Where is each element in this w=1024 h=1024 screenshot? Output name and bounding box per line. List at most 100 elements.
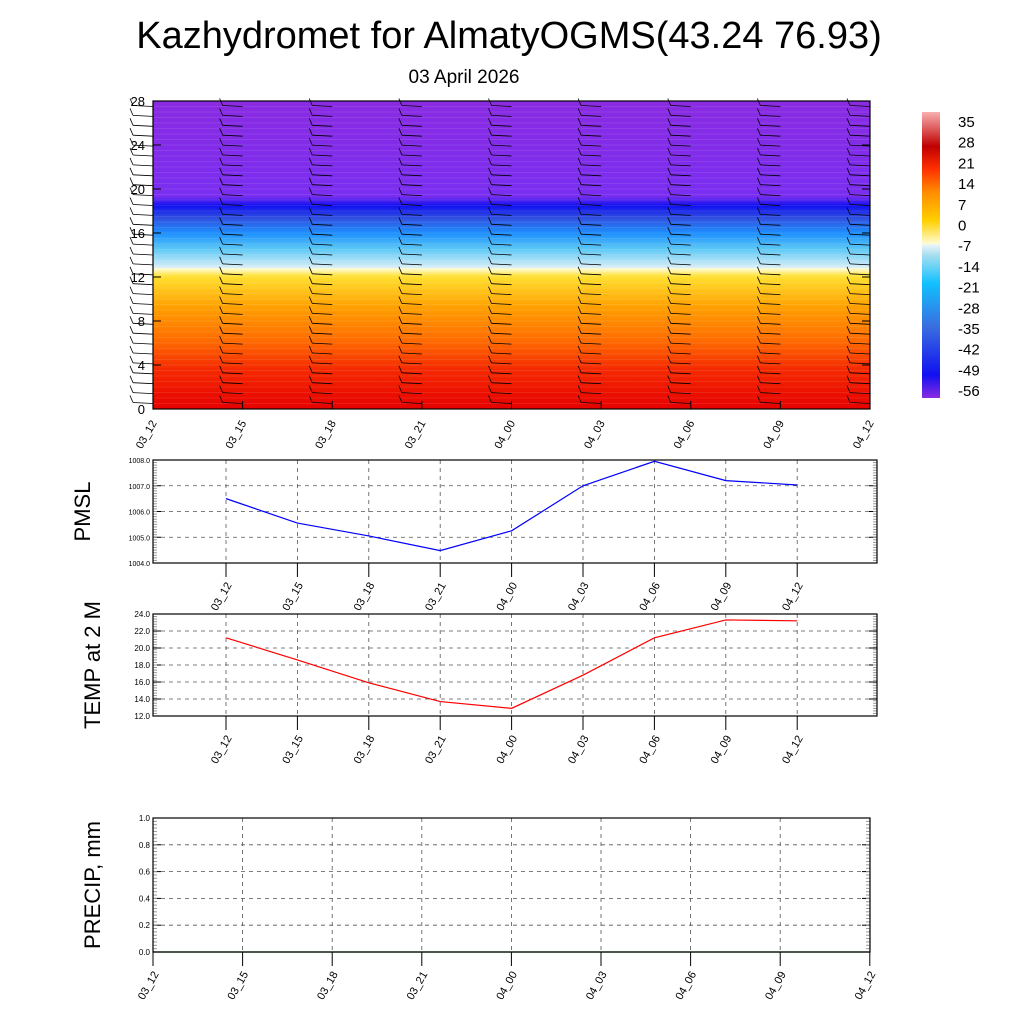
wind-barb-flag — [488, 276, 492, 284]
plot-frame — [152, 817, 871, 953]
y-tick-label: 12 — [131, 270, 145, 285]
wind-barb-flag — [398, 157, 403, 166]
wind-barb — [401, 283, 422, 286]
wind-barb — [849, 154, 871, 157]
wind-barb-flag — [129, 266, 134, 274]
x-tick-label: 04_12 — [853, 970, 879, 1002]
wind-barb — [670, 322, 691, 325]
wind-barb-flag — [577, 236, 582, 245]
wind-barb — [491, 243, 512, 246]
y-tick-label: 28 — [131, 94, 145, 109]
y-axis-title: TEMP at 2 M — [80, 601, 105, 729]
wind-barb-flag — [488, 286, 492, 294]
wind-barb-flag — [577, 365, 582, 373]
colorbar-label: -28 — [958, 300, 980, 317]
x-tick-label: 03_12 — [134, 419, 160, 451]
wind-barb-flag — [308, 256, 313, 265]
wind-barb — [491, 382, 512, 385]
wind-barb-flag — [577, 246, 582, 255]
wind-barb-flag — [398, 108, 403, 116]
wind-barb — [760, 362, 781, 365]
wind-barb-flag — [129, 98, 134, 106]
wind-barb — [760, 194, 781, 196]
wind-barb-flag — [757, 385, 761, 393]
wind-barb — [222, 124, 243, 127]
wind-barb — [581, 105, 602, 107]
wind-barb-flag — [846, 217, 851, 225]
x-tick-label: 04_00 — [495, 581, 521, 613]
wind-barb — [401, 144, 422, 147]
wind-barb-flag — [308, 236, 313, 245]
wind-barb — [849, 283, 871, 286]
wind-barb-flag — [398, 286, 403, 294]
wind-barb-flag — [667, 128, 672, 136]
wind-barb — [760, 293, 781, 295]
wind-barb-flag — [398, 296, 403, 304]
wind-barb-flag — [577, 316, 582, 324]
wind-barb — [670, 402, 691, 404]
x-tick-label: 04_06 — [672, 419, 698, 451]
wind-barb-flag — [577, 306, 582, 314]
wind-barb — [849, 164, 871, 167]
wind-barb-flag — [129, 147, 134, 156]
wind-barb-flag — [308, 197, 313, 205]
wind-barb-flag — [846, 375, 851, 383]
wind-barb-flag — [757, 207, 761, 215]
wind-barb — [760, 144, 781, 147]
x-tick-label: 04_00 — [495, 734, 521, 766]
x-tick-label: 03_21 — [423, 581, 449, 613]
wind-barb-flag — [488, 137, 492, 146]
wind-barb — [849, 352, 871, 355]
wind-barb-flag — [488, 118, 492, 126]
wind-barb — [491, 263, 512, 266]
wind-barb — [670, 313, 691, 315]
wind-barb — [401, 233, 422, 236]
wind-barb-flag — [667, 217, 672, 225]
wind-barb-flag — [757, 375, 761, 383]
wind-barb — [670, 243, 691, 246]
wind-barb — [312, 332, 333, 335]
wind-barb — [491, 303, 512, 305]
wind-barb-flag — [308, 375, 313, 383]
wind-barb — [581, 342, 602, 345]
wind-barb — [849, 263, 871, 266]
wind-barb — [849, 233, 871, 236]
wind-barb — [132, 204, 154, 206]
wind-barb — [670, 303, 691, 305]
wind-barb-flag — [577, 108, 582, 116]
wind-barb-flag — [667, 246, 672, 255]
wind-barb — [222, 144, 243, 147]
wind-barb — [581, 194, 602, 196]
wind-barb-flag — [219, 365, 223, 373]
x-tick-label: 04_12 — [851, 419, 877, 451]
y-tick-label: 0.0 — [139, 948, 151, 957]
wind-barb — [222, 283, 243, 286]
wind-barb-flag — [488, 326, 492, 334]
wind-barb — [760, 184, 781, 187]
wind-barb — [849, 293, 871, 295]
x-tick-label: 03_21 — [403, 419, 429, 451]
wind-barb-flag — [488, 207, 492, 215]
wind-barb-flag — [846, 286, 851, 294]
colorbar-label: 21 — [958, 155, 975, 172]
y-tick-label: 1007.0 — [129, 484, 151, 491]
y-tick-label: 14.0 — [134, 695, 150, 704]
wind-barb — [760, 174, 781, 177]
x-tick-label: 04_12 — [780, 734, 806, 766]
wind-barb — [312, 392, 333, 394]
wind-barb-flag — [667, 227, 672, 235]
wind-barb — [222, 243, 243, 246]
wind-barb — [581, 293, 602, 295]
wind-barb — [760, 214, 781, 216]
wind-barb-flag — [129, 385, 134, 393]
wind-barb — [581, 204, 602, 206]
wind-barb-flag — [398, 137, 403, 146]
wind-barb-flag — [308, 157, 313, 166]
wind-barb-flag — [308, 345, 313, 354]
wind-barb — [670, 253, 691, 256]
x-tick-label: 04_03 — [566, 734, 592, 766]
wind-barb-flag — [488, 395, 492, 403]
colorbar-label: -7 — [958, 238, 971, 255]
x-tick-label: 04_06 — [674, 970, 700, 1002]
wind-barb-flag — [667, 335, 672, 344]
